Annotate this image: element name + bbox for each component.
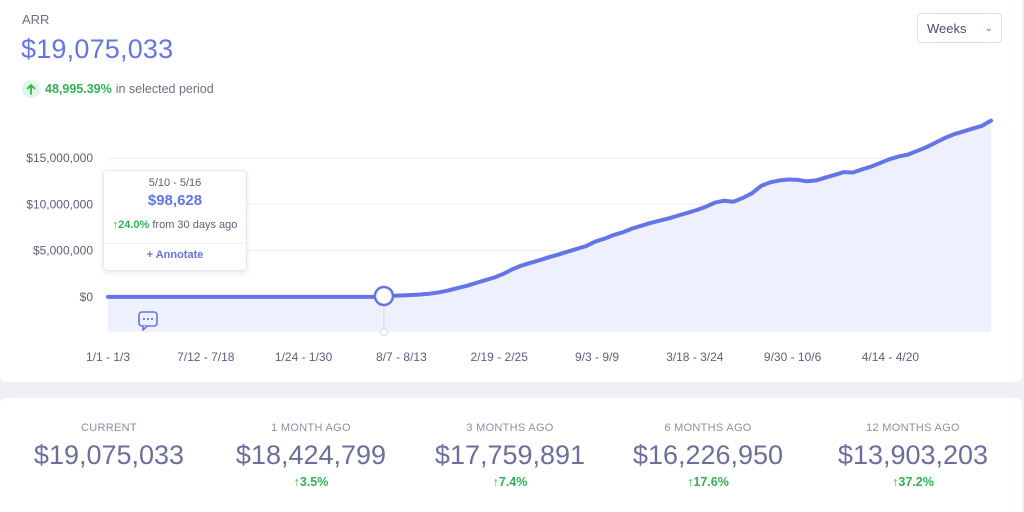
- y-tick-label: $5,000,000: [33, 244, 93, 258]
- tooltip-change: ↑24.0% from 30 days ago: [112, 219, 238, 231]
- x-tick-label: 7/12 - 7/18: [177, 350, 235, 364]
- stat-value: $18,424,799: [235, 440, 387, 470]
- stat-value: $13,903,203: [837, 440, 989, 470]
- stat-value: $16,226,950: [632, 440, 784, 470]
- metric-value: $19,075,033: [21, 34, 174, 64]
- stat-change-value: 3.5%: [299, 475, 329, 489]
- y-tick-label: $15,000,000: [26, 151, 93, 165]
- arrow-up-icon: [22, 80, 40, 98]
- period-select-value: Weeks: [927, 20, 967, 36]
- stat-6-months-ago: 6 MONTHS AGO $16,226,950 ↑17.6%: [613, 422, 803, 489]
- comment-icon[interactable]: [138, 311, 158, 331]
- x-tick-label: 9/30 - 10/6: [764, 350, 822, 364]
- chevron-down-icon: ⌄: [984, 22, 993, 34]
- x-tick-label: 4/14 - 4/20: [862, 350, 920, 364]
- stat-change-value: 17.6%: [693, 475, 729, 489]
- annotate-button[interactable]: + Annotate: [146, 249, 204, 261]
- stat-change-value: 7.4%: [498, 475, 528, 489]
- stat-value: $17,759,891: [434, 440, 586, 470]
- change-value: 48,995.39%: [45, 82, 112, 96]
- area-fill: [108, 120, 991, 332]
- y-tick-label: $10,000,000: [26, 197, 93, 211]
- x-tick-label: 3/18 - 3/24: [666, 350, 724, 364]
- stat-label: 12 MONTHS AGO: [866, 422, 960, 434]
- period-select[interactable]: Weeks ⌄: [917, 13, 1002, 43]
- period-change: 48,995.39% in selected period: [22, 80, 214, 98]
- arr-series-line: [106, 118, 993, 299]
- x-tick-label: 2/19 - 2/25: [471, 350, 529, 364]
- tooltip-change-suffix: from 30 days ago: [152, 219, 238, 231]
- stat-3-months-ago: 3 MONTHS AGO $17,759,891 ↑7.4%: [415, 422, 605, 489]
- y-tick-label: $0: [80, 290, 94, 304]
- data-tooltip: 5/10 - 5/16 $98,628 ↑24.0% from 30 days …: [103, 170, 247, 271]
- tooltip-change-value: 24.0%: [118, 219, 150, 231]
- hover-point[interactable]: [373, 285, 395, 307]
- stat-change: ↑17.6%: [687, 475, 729, 489]
- stats-card: [0, 398, 1022, 512]
- x-tick-label: 9/3 - 9/9: [575, 350, 619, 364]
- arr-chart[interactable]: $0 $5,000,000 $10,000,000 $15,000,000 1/1 -…: [0, 0, 1024, 382]
- stat-change-value: 37.2%: [898, 475, 934, 489]
- x-tick-label: 1/1 - 1/3: [86, 350, 130, 364]
- change-suffix: in selected period: [115, 82, 214, 96]
- hover-stem-dot: [379, 328, 388, 336]
- stat-1-month-ago: 1 MONTH AGO $18,424,799 ↑3.5%: [216, 422, 406, 489]
- stat-12-months-ago: 12 MONTHS AGO $13,903,203 ↑37.2%: [818, 422, 1008, 489]
- stat-label: 1 MONTH AGO: [271, 422, 351, 434]
- tooltip-period: 5/10 - 5/16: [148, 177, 202, 189]
- stat-label: 3 MONTHS AGO: [466, 422, 554, 434]
- stat-change: ↑7.4%: [492, 475, 528, 489]
- stat-label: CURRENT: [81, 422, 137, 434]
- stat-value: $19,075,033: [33, 440, 185, 470]
- stat-current: CURRENT $19,075,033: [14, 422, 204, 471]
- metric-name: ARR: [22, 12, 50, 27]
- x-tick-label: 1/24 - 1/30: [275, 350, 333, 364]
- stat-change: ↑37.2%: [892, 475, 934, 489]
- stat-change: ↑3.5%: [293, 475, 329, 489]
- x-tick-label: 8/7 - 8/13: [376, 350, 427, 364]
- tooltip-divider: [104, 243, 246, 244]
- stat-label: 6 MONTHS AGO: [664, 422, 752, 434]
- tooltip-value: $98,628: [147, 192, 203, 209]
